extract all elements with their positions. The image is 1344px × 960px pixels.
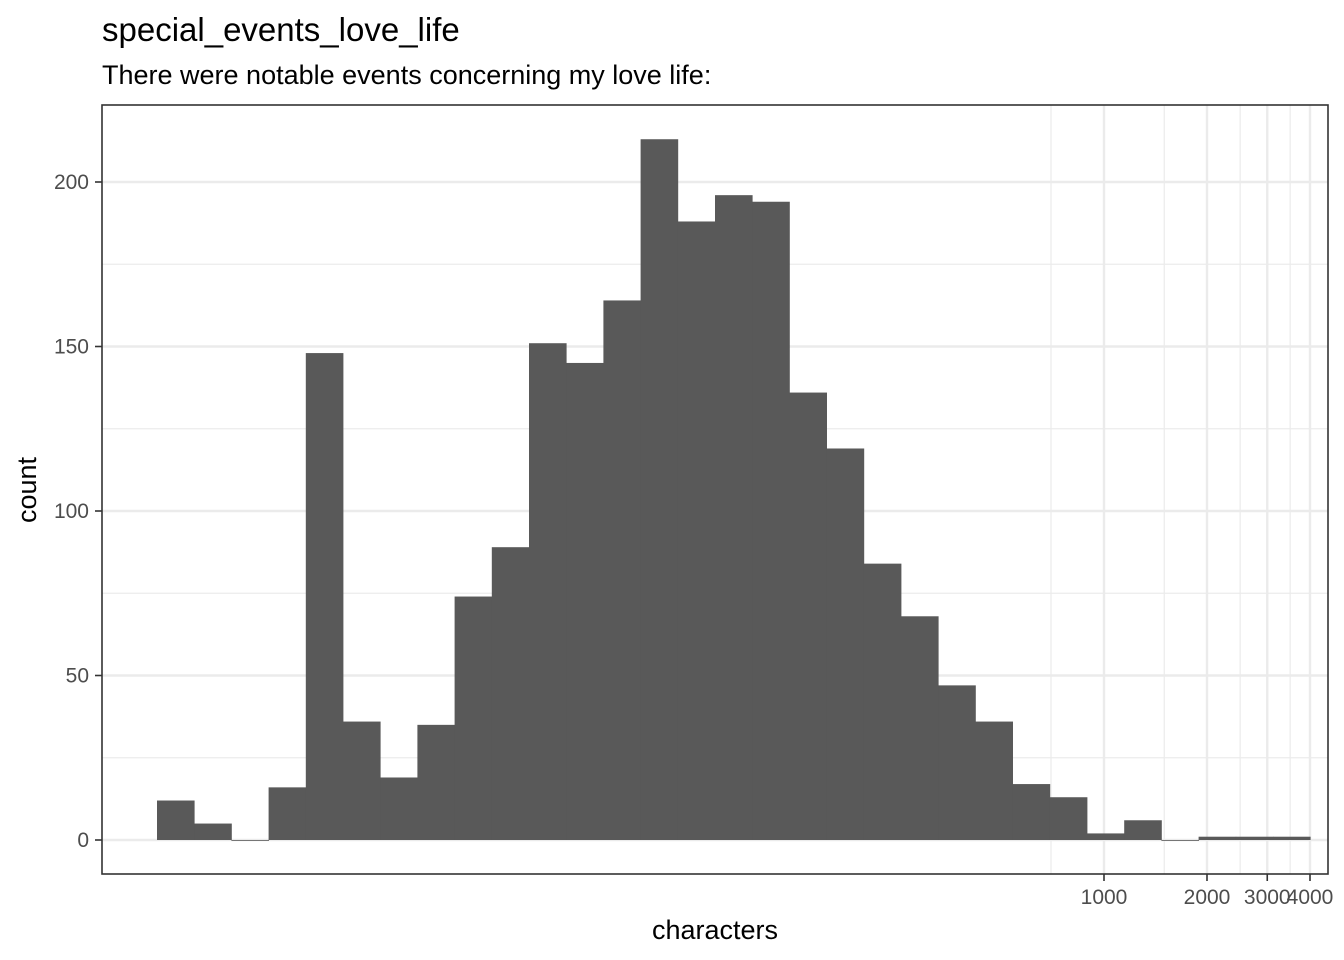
x-axis-title: characters	[652, 915, 778, 945]
histogram-bar	[417, 724, 455, 840]
y-tick-label: 0	[77, 829, 89, 852]
histogram-bar	[603, 300, 641, 840]
histogram-bar	[789, 392, 827, 840]
y-axis-title: count	[12, 456, 42, 523]
histogram-bar	[901, 616, 939, 840]
chart-title: special_events_love_life	[102, 11, 460, 48]
histogram-bars	[157, 139, 1311, 841]
y-tick-label: 50	[66, 665, 89, 688]
histogram-bar	[677, 221, 716, 841]
histogram-bar	[1235, 836, 1274, 840]
y-axis-ticks: 0 50 100 150 200	[54, 171, 102, 852]
histogram-bar	[826, 448, 865, 840]
histogram-bar	[863, 563, 902, 840]
y-tick-label: 200	[54, 171, 89, 194]
y-tick-label: 100	[54, 500, 89, 523]
histogram-bar	[1273, 836, 1311, 840]
histogram-bar	[268, 787, 307, 840]
histogram-bar	[1124, 820, 1162, 840]
histogram-bar	[1161, 840, 1199, 841]
histogram-bar	[454, 596, 493, 840]
histogram-bar	[529, 343, 567, 840]
plot-border	[101, 104, 1329, 875]
histogram-bar	[715, 195, 753, 840]
x-tick-label: 1000	[1081, 886, 1128, 909]
histogram-bar	[380, 777, 418, 840]
histogram-bar	[1198, 836, 1237, 840]
x-tick-label: 3000	[1244, 886, 1291, 909]
histogram-bar	[566, 362, 604, 840]
histogram-bar	[491, 547, 530, 840]
histogram-bar	[343, 721, 381, 840]
x-tick-label: 2000	[1184, 886, 1231, 909]
histogram-bar	[1087, 833, 1125, 840]
histogram-bar	[194, 823, 232, 840]
histogram-bar	[1012, 784, 1051, 840]
histogram-bar	[231, 840, 269, 841]
chart-subtitle: There were notable events concerning my …	[102, 60, 711, 90]
y-tick-label: 150	[54, 336, 89, 359]
histogram-bar	[938, 685, 976, 840]
x-tick-label: 4000	[1287, 886, 1334, 909]
histogram-bar	[305, 353, 344, 840]
histogram-bar	[975, 721, 1013, 840]
histogram-bar	[640, 139, 679, 841]
histogram-bar	[752, 201, 790, 841]
histogram-bar	[1049, 797, 1088, 840]
histogram-bar	[157, 800, 195, 840]
